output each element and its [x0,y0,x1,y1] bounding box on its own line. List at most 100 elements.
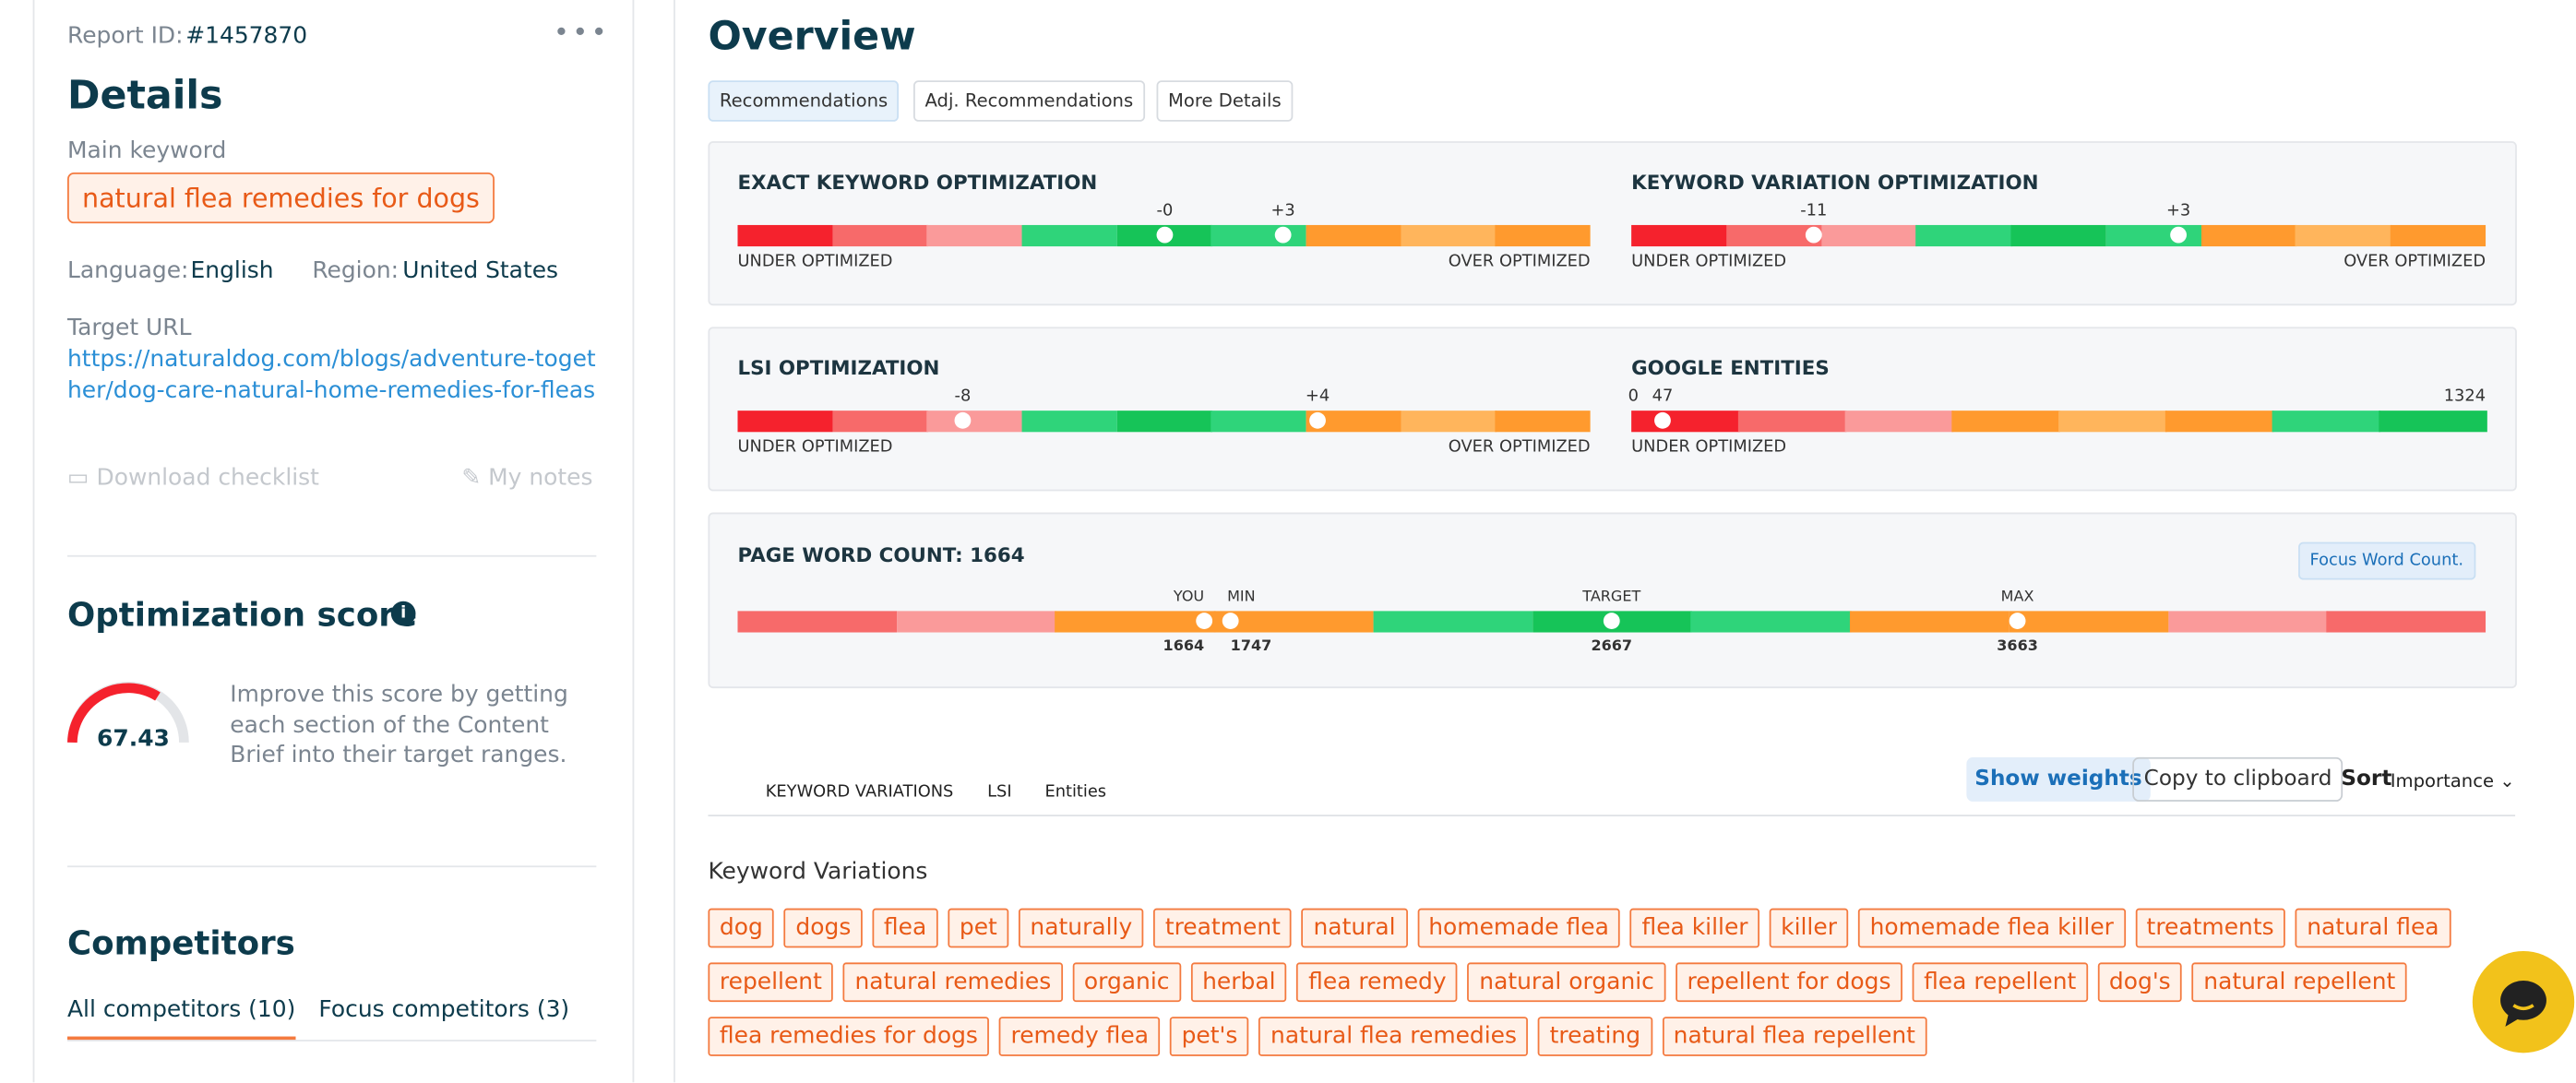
keyword-chip[interactable]: dog's [2097,962,2183,1003]
keyword-chip[interactable]: herbal [1190,962,1288,1003]
keyword-chip[interactable]: natural [1302,908,1408,948]
metric-title: EXACT KEYWORD OPTIMIZATION [737,171,1098,195]
bar-segment [1495,411,1592,433]
bar-segment [1915,224,2012,247]
bar-segment [737,224,834,247]
menu-dots[interactable]: ••• [554,16,611,48]
keyword-chip[interactable]: organic [1072,962,1181,1003]
bar-segment [1055,611,1216,633]
bar-segment [737,411,834,433]
bar-segment [737,611,898,633]
keyword-chip[interactable]: homemade flea killer [1858,908,2126,948]
range-bar [1631,411,2487,433]
left-label: UNDER OPTIMIZED [737,438,893,458]
keyword-chip[interactable]: natural flea repellent [1662,1017,1927,1056]
keyword-chip[interactable]: repellent for dogs [1676,962,1902,1003]
competitor-tab[interactable]: Focus competitors (3) [318,996,570,1024]
keyword-chip[interactable]: naturally [1018,908,1144,948]
report-id: #1457870 [185,22,308,50]
kw-tab[interactable]: Entities [1044,783,1107,802]
kw-tab[interactable]: LSI [987,783,1012,802]
marker-dot [1309,411,1326,429]
region: United States [402,257,559,285]
chat-button[interactable] [2472,950,2575,1053]
scale-start: 0 [1628,387,1639,406]
bar-segment [2200,224,2297,247]
my-notes-text[interactable]: My notes [488,464,593,492]
keyword-chip[interactable]: pet's [1170,1017,1249,1056]
keyword-chip[interactable]: flea remedy [1296,962,1459,1003]
score-gauge [67,681,189,744]
bar-segment [2010,224,2107,247]
panel [708,327,2517,492]
marker-label: +3 [2165,202,2191,220]
copy-button[interactable]: Copy to clipboard [2132,756,2343,802]
keyword-chip[interactable]: natural repellent [2191,962,2407,1003]
show-weights[interactable]: Show weights [1966,756,2151,802]
metric-title: LSI OPTIMIZATION [737,356,940,380]
marker-dot [1196,613,1213,629]
download-checklist[interactable]: ▭ Download checklist [67,464,319,492]
word-count-title: PAGE WORD COUNT: 1664 [737,543,1025,567]
marker-label: MIN [1227,589,1256,607]
marker-label: -11 [1800,202,1828,220]
bar-segment [2272,411,2380,433]
bar-segment [1631,224,1727,247]
bar-segment [1214,611,1375,633]
panel [708,141,2517,306]
language-label: Language: [67,257,189,285]
tab[interactable]: Recommendations [708,80,900,122]
sort-select[interactable]: Importance ⌄ [2390,770,2515,792]
keyword-chip[interactable]: repellent [708,962,834,1003]
sort-value[interactable]: Importance [2390,770,2495,792]
kw-tab[interactable]: KEYWORD VARIATIONS [765,783,954,802]
marker-dot [1222,613,1239,629]
keyword-chip[interactable]: flea repellent [1912,962,2088,1003]
section-title: Keyword Variations [708,859,928,886]
bar-segment [1021,411,1118,433]
bar-segment [1690,611,1851,633]
marker-label: -8 [954,387,972,406]
keyword-chip[interactable]: natural organic [1467,962,1666,1003]
bar-segment [832,224,928,247]
marker-label: YOU [1173,589,1205,607]
keyword-chip[interactable]: dog [708,908,775,948]
keyword-chip[interactable]: homemade flea [1416,908,1621,948]
keyword-chip[interactable]: natural flea [2295,908,2451,948]
marker-dot [954,411,972,429]
keyword-chip[interactable]: treating [1538,1017,1652,1056]
panel [708,512,2517,689]
keyword-chip[interactable]: treatment [1153,908,1293,948]
marker-label: MAX [2000,589,2034,607]
bar-segment [1401,224,1497,247]
keyword-chip[interactable]: flea killer [1630,908,1759,948]
keyword-chip[interactable]: natural remedies [843,962,1063,1003]
report-id-label: Report ID: [67,22,184,50]
keyword-chip[interactable]: pet [948,908,1009,948]
separator [708,815,2516,816]
keyword-chip[interactable]: treatments [2135,908,2286,948]
target-url-label: Target URL [67,315,192,342]
focus-button[interactable]: Focus Word Count. [2298,542,2475,580]
target-url[interactable]: https://naturaldog.com/blogs/adventure-t… [67,346,596,404]
tab[interactable]: More Details [1156,80,1294,122]
download-checklist-text[interactable]: Download checklist [96,464,319,492]
bar-segment [2165,411,2273,433]
my-notes[interactable]: ✎ My notes [461,464,593,492]
keyword-chip[interactable]: natural flea remedies [1258,1017,1529,1056]
tab[interactable]: Adj. Recommendations [913,80,1145,122]
keyword-chip[interactable]: killer [1769,908,1849,948]
competitor-tab[interactable]: All competitors (10) [67,997,296,1041]
sidebar [32,0,635,1083]
keyword-chip[interactable]: flea [872,908,938,948]
keyword-chip[interactable]: remedy flea [999,1017,1161,1056]
bar-segment [2105,224,2202,247]
info-icon[interactable]: i [390,601,416,626]
keyword-chip[interactable]: flea remedies for dogs [708,1017,990,1056]
bar-segment [1306,224,1402,247]
bar-segment [1373,611,1533,633]
marker-dot [2009,613,2026,629]
keyword-chip[interactable]: dogs [783,908,863,948]
marker-value: 1747 [1230,638,1272,656]
